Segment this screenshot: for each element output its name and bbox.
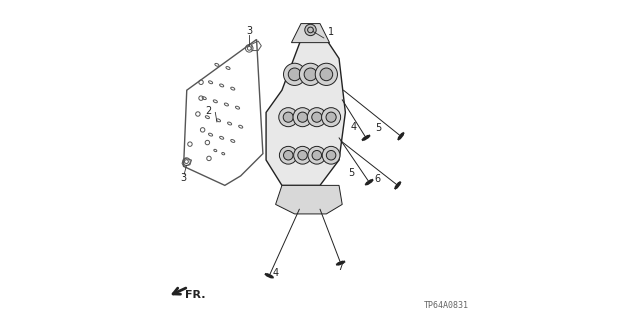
- Circle shape: [300, 63, 321, 85]
- Circle shape: [284, 63, 306, 85]
- Circle shape: [305, 24, 316, 36]
- Circle shape: [326, 112, 336, 122]
- Text: 4: 4: [273, 268, 278, 278]
- Circle shape: [294, 146, 312, 164]
- Circle shape: [284, 112, 293, 122]
- Circle shape: [279, 108, 298, 127]
- Circle shape: [320, 68, 333, 81]
- Circle shape: [298, 150, 307, 160]
- Circle shape: [288, 68, 301, 81]
- Text: 1: 1: [328, 27, 334, 36]
- Text: 2: 2: [205, 106, 211, 116]
- Polygon shape: [291, 24, 330, 43]
- Circle shape: [304, 68, 317, 81]
- Text: 6: 6: [374, 174, 380, 184]
- Polygon shape: [276, 185, 342, 214]
- Text: FR.: FR.: [185, 290, 205, 300]
- Text: 3: 3: [180, 173, 186, 183]
- Text: 5: 5: [349, 168, 355, 178]
- Text: 7: 7: [337, 262, 344, 272]
- Text: 5: 5: [376, 123, 382, 133]
- Circle shape: [312, 150, 321, 160]
- Text: TP64A0831: TP64A0831: [424, 301, 469, 310]
- Circle shape: [312, 112, 322, 122]
- Circle shape: [293, 108, 312, 127]
- Text: 4: 4: [350, 122, 356, 132]
- Polygon shape: [266, 39, 346, 185]
- Circle shape: [326, 150, 336, 160]
- Circle shape: [307, 108, 326, 127]
- Circle shape: [322, 146, 340, 164]
- Circle shape: [316, 63, 337, 85]
- Circle shape: [321, 108, 340, 127]
- Circle shape: [298, 112, 308, 122]
- Circle shape: [284, 150, 293, 160]
- Text: 3: 3: [246, 26, 252, 36]
- Circle shape: [280, 146, 297, 164]
- Circle shape: [308, 146, 326, 164]
